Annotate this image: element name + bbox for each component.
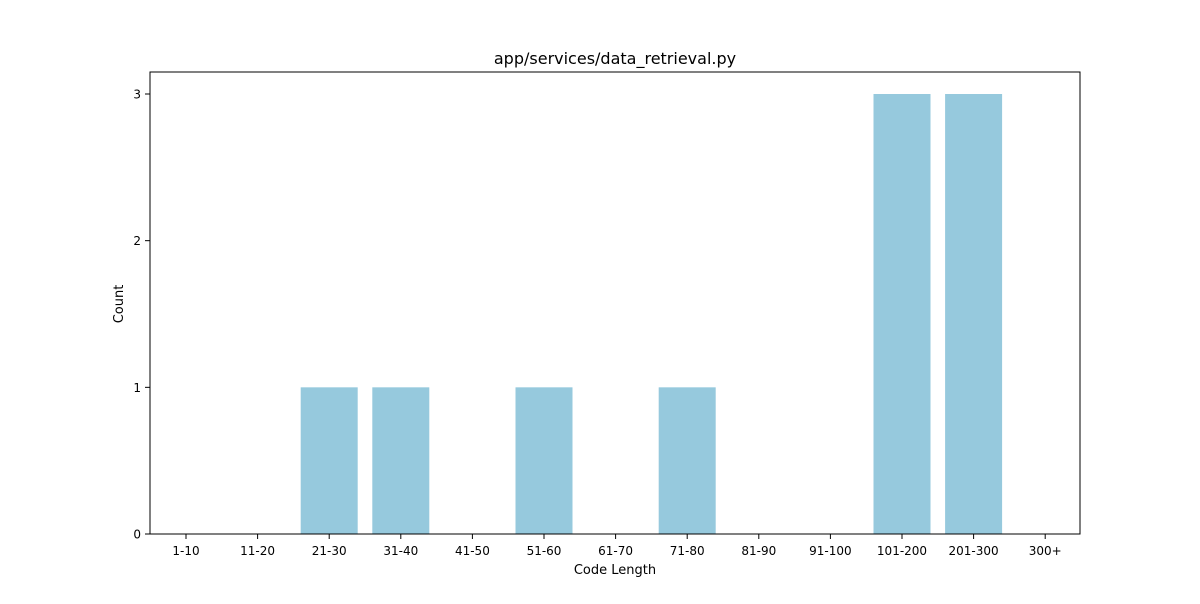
y-tick-label: 2: [133, 234, 141, 248]
x-tick-label: 71-80: [670, 544, 705, 558]
y-tick-label: 3: [133, 88, 141, 102]
axes-group: [149, 71, 1081, 535]
y-axis-label: Count: [112, 285, 127, 324]
bar-101-200: [873, 94, 931, 534]
x-tick-label: 1-10: [172, 544, 199, 558]
x-tick-label: 91-100: [809, 544, 852, 558]
x-tick-label: 41-50: [455, 544, 490, 558]
bar-51-60: [515, 387, 573, 534]
x-tick-label: 61-70: [598, 544, 633, 558]
bar-201-300: [945, 94, 1003, 534]
y-tick-label: 0: [133, 528, 141, 542]
x-tick-label: 21-30: [312, 544, 347, 558]
x-tick-label: 201-300: [949, 544, 999, 558]
x-tick-label: 81-90: [741, 544, 776, 558]
bars-group: [300, 94, 1003, 534]
y-tick-label: 1: [133, 381, 141, 395]
bar-21-30: [300, 387, 358, 534]
x-axis-label: Code Length: [574, 563, 656, 578]
x-tick-label: 300+: [1029, 544, 1062, 558]
x-tick-label: 101-200: [877, 544, 927, 558]
y-axis-ticks: 0 1 2 3: [133, 88, 150, 542]
x-tick-label: 31-40: [383, 544, 418, 558]
x-tick-label: 11-20: [240, 544, 275, 558]
chart-title: app/services/data_retrieval.py: [494, 49, 736, 69]
plot-frame: [149, 71, 1081, 535]
x-tick-label: 51-60: [527, 544, 562, 558]
bar-31-40: [372, 387, 430, 534]
bar-71-80: [658, 387, 716, 534]
x-axis-ticks: 1-10 11-20 21-30 31-40 41-50 51-60 61-70 71-80 8…: [172, 534, 1062, 558]
